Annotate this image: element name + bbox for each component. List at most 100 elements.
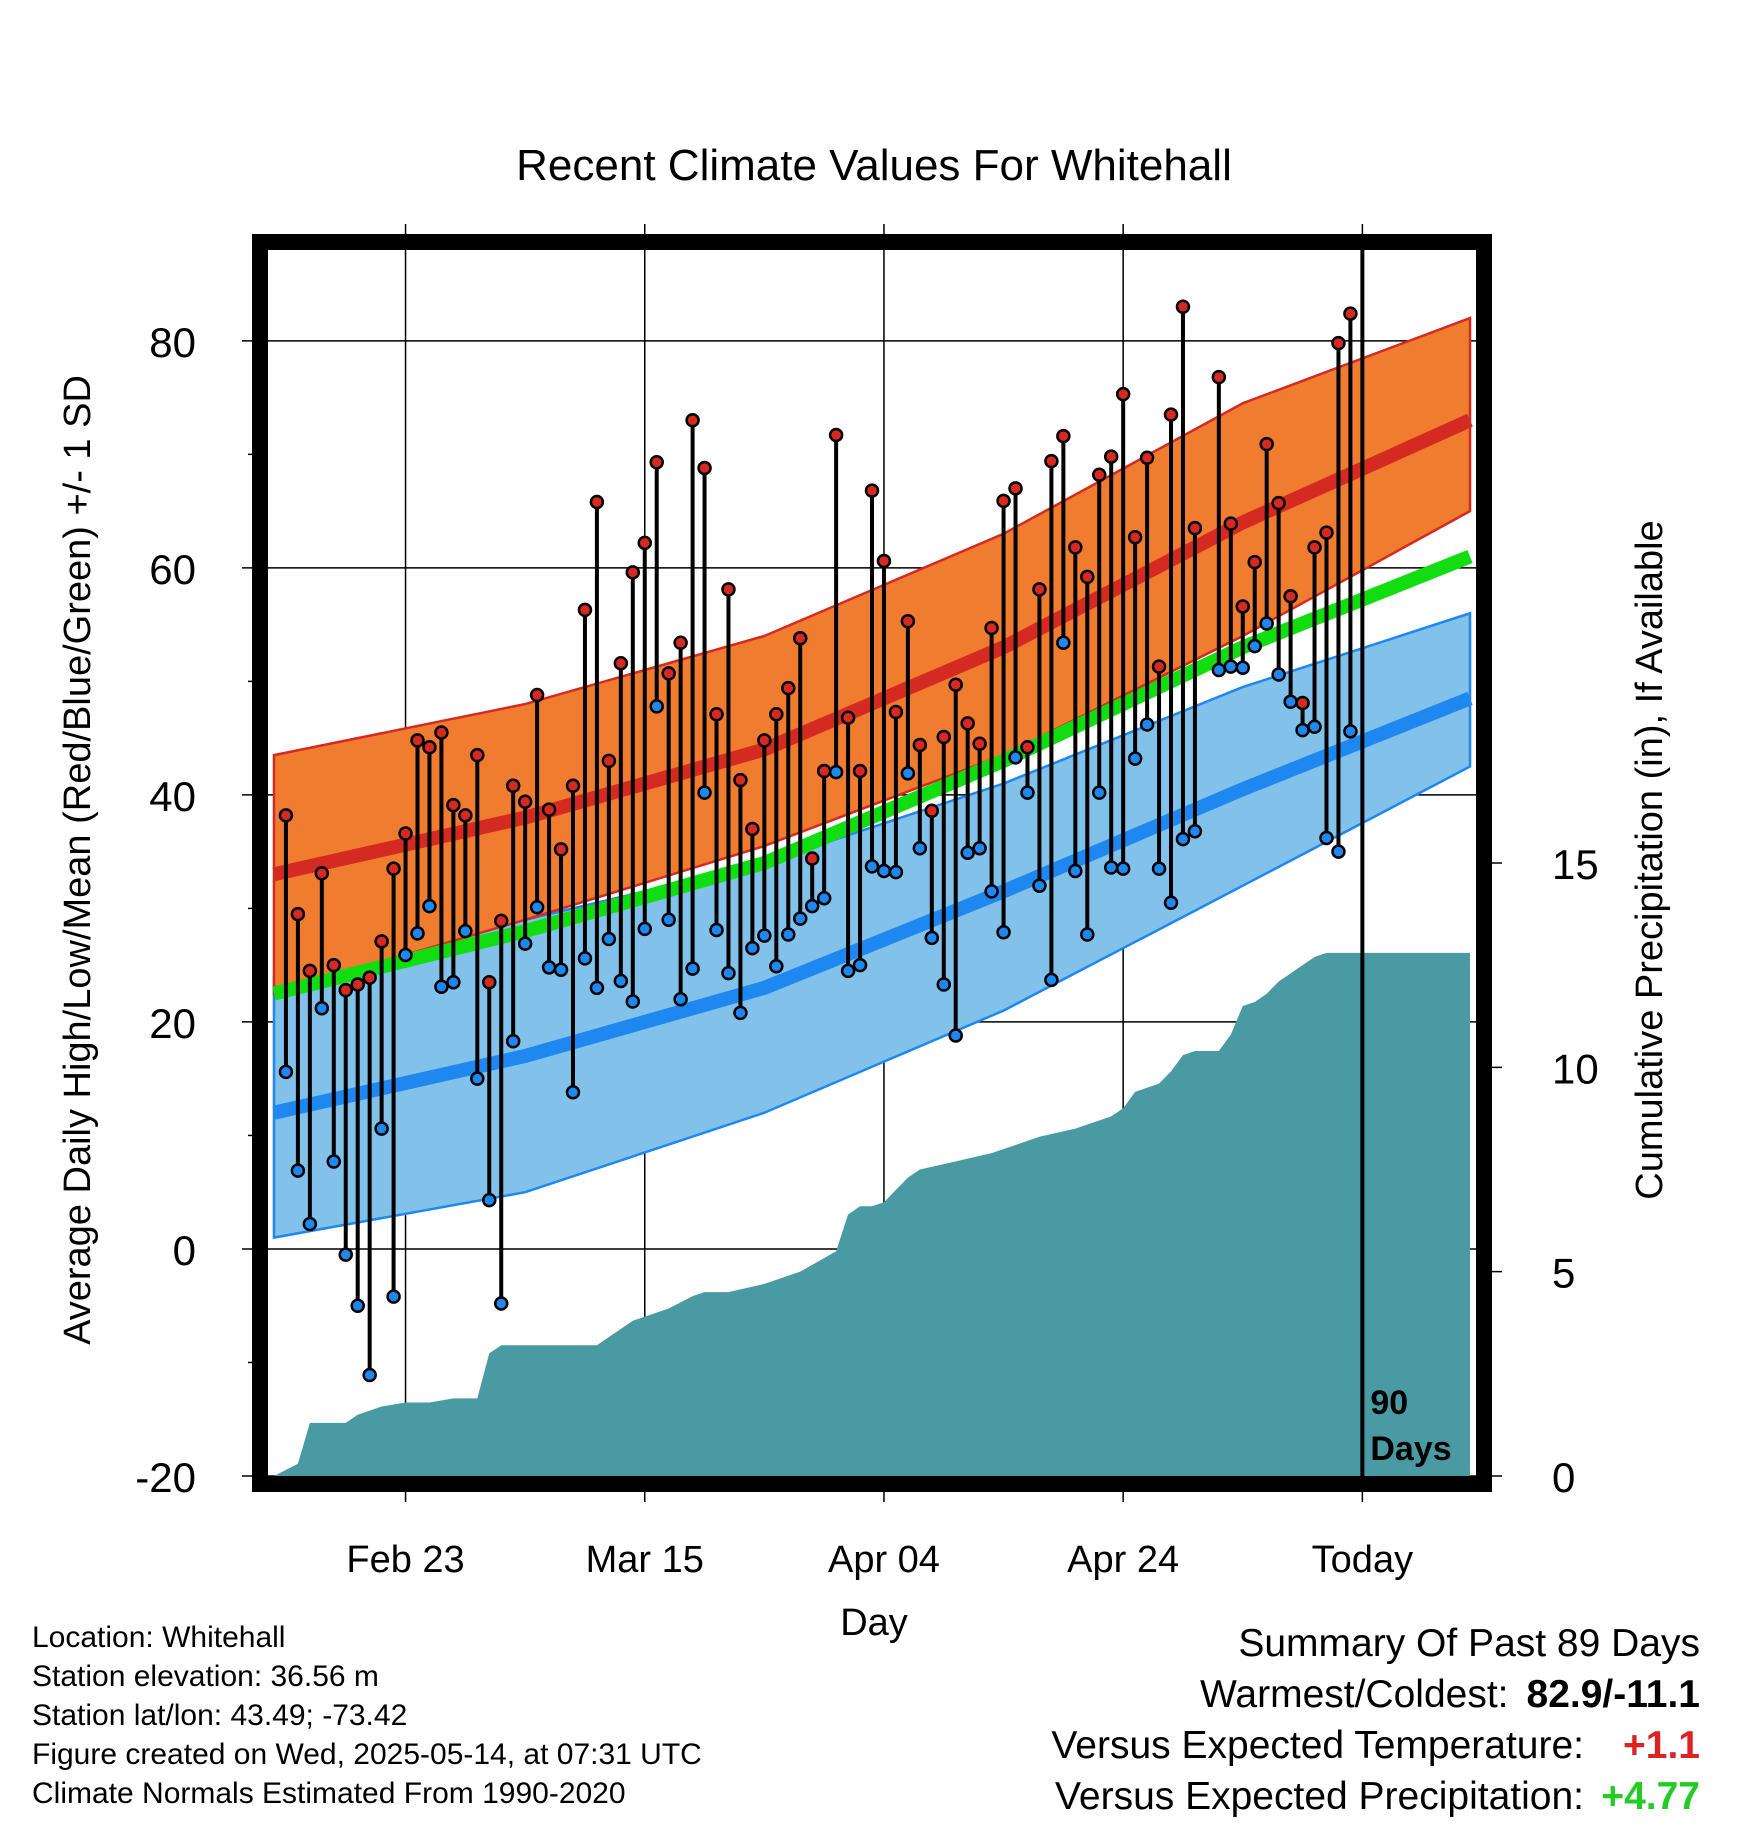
daily-high-point	[493, 913, 509, 929]
daily-high-point	[386, 861, 401, 876]
daily-high-point	[804, 851, 820, 866]
daily-high-point	[816, 763, 832, 779]
y-tick-label: 60	[149, 546, 196, 593]
daily-high-point	[924, 803, 940, 819]
daily-low-point	[314, 1001, 330, 1016]
daily-low-point	[1068, 863, 1083, 879]
warmest-coldest-row: Warmest/Coldest: 82.9/-11.1	[800, 1669, 1700, 1720]
daily-high-point	[996, 493, 1011, 509]
daily-low-point	[1127, 751, 1143, 766]
daily-low-point	[661, 912, 676, 928]
daily-low-point	[936, 977, 952, 992]
daily-high-point	[721, 582, 736, 597]
daily-low-point	[816, 890, 832, 906]
daily-high-point	[398, 826, 413, 841]
daily-high-point	[517, 794, 533, 809]
daily-low-point	[984, 884, 999, 899]
daily-high-point	[1319, 525, 1334, 540]
daily-high-point	[553, 842, 569, 857]
y2-axis-label: Cumulative Precipitation (in), If Availa…	[1629, 520, 1671, 1199]
y-tick-label: 80	[149, 319, 196, 366]
daily-high-point	[1175, 299, 1191, 315]
daily-low-point	[374, 1121, 389, 1136]
daily-high-point	[1008, 481, 1023, 496]
daily-low-point	[505, 1033, 521, 1049]
daily-high-point	[458, 808, 473, 823]
daily-high-point	[876, 553, 892, 569]
precip-area	[273, 952, 1471, 1476]
daily-low-point	[1044, 972, 1059, 988]
daily-high-point	[1163, 407, 1179, 422]
daily-high-point	[1139, 450, 1155, 465]
daily-high-point	[960, 716, 975, 731]
daily-low-point	[1223, 659, 1239, 674]
daily-low-point	[673, 991, 688, 1007]
daily-high-point	[1151, 659, 1167, 674]
daily-high-point	[374, 934, 389, 949]
today-window-label: 90	[1370, 1384, 1408, 1422]
created-text: Figure created on Wed, 2025-05-14, at 07…	[32, 1738, 702, 1771]
daily-low-point	[1319, 830, 1334, 846]
daily-low-point	[876, 863, 892, 879]
daily-low-point	[721, 965, 736, 981]
daily-high-point	[505, 778, 521, 794]
daily-low-point	[1163, 895, 1179, 910]
daily-high-point	[577, 602, 593, 618]
daily-low-point	[1080, 927, 1095, 942]
daily-high-point	[709, 707, 724, 722]
warmest-coldest-label: Warmest/Coldest:	[1200, 1673, 1509, 1716]
daily-low-point	[1091, 785, 1107, 800]
daily-low-point	[1259, 616, 1274, 631]
daily-high-point	[278, 808, 294, 823]
daily-low-point	[1307, 719, 1322, 735]
daily-low-point	[517, 936, 533, 951]
daily-high-point	[637, 535, 653, 551]
daily-high-point	[673, 635, 688, 651]
y2-tick-label: 15	[1552, 841, 1599, 888]
daily-high-point	[338, 982, 353, 998]
daily-low-point	[960, 845, 975, 861]
daily-low-point	[601, 931, 617, 947]
daily-high-point	[302, 963, 318, 979]
daily-high-point	[1223, 516, 1239, 531]
daily-low-point	[290, 1163, 306, 1178]
daily-low-point	[757, 928, 772, 943]
daily-high-point	[470, 747, 485, 763]
daily-high-point	[984, 620, 999, 636]
daily-high-point	[1331, 335, 1346, 351]
daily-high-point	[290, 906, 306, 922]
daily-low-point	[733, 1005, 748, 1021]
daily-high-point	[529, 687, 545, 703]
daily-high-point	[1044, 453, 1059, 469]
daily-low-point	[1283, 694, 1298, 710]
daily-low-point	[1020, 785, 1035, 800]
daily-high-point	[1080, 569, 1095, 585]
daily-low-point	[434, 979, 449, 994]
daily-high-point	[685, 413, 700, 428]
daily-high-point	[661, 666, 676, 681]
daily-low-point	[565, 1085, 581, 1100]
daily-low-point	[613, 973, 629, 989]
daily-high-point	[781, 680, 796, 696]
location-text: Location: Whitehall	[32, 1621, 286, 1654]
daily-high-point	[326, 957, 342, 973]
daily-low-point	[1032, 878, 1047, 893]
plot-area: 90 Days 80 60 40 20 0 -20 15 10 5 0 Feb 23 Mar 15 Apr …	[135, 224, 1599, 1581]
daily-low-point	[804, 898, 820, 914]
daily-low-point	[482, 1192, 497, 1208]
daily-high-point	[410, 733, 425, 748]
daily-low-point	[649, 699, 664, 714]
y-tick-label: 20	[149, 1000, 196, 1047]
daily-low-point	[697, 785, 712, 800]
daily-high-point	[601, 753, 617, 769]
daily-high-point	[1091, 467, 1107, 483]
daily-low-point	[278, 1064, 294, 1080]
daily-low-point	[1151, 861, 1167, 876]
elevation-text: Station elevation: 36.56 m	[32, 1660, 379, 1693]
daily-low-point	[470, 1071, 485, 1086]
daily-low-point	[709, 922, 724, 938]
daily-low-point	[852, 957, 868, 973]
daily-high-point	[1103, 449, 1119, 464]
precip-anomaly-row: Versus Expected Precipitation: +4.77	[800, 1771, 1700, 1822]
daily-low-point	[1295, 722, 1310, 738]
